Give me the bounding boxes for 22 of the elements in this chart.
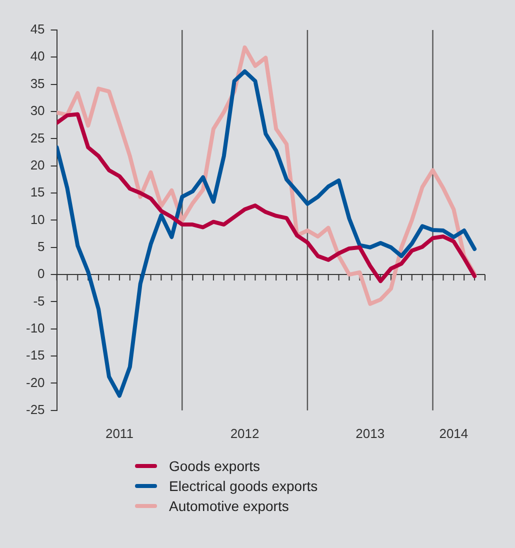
y-tick-label: 30 (30, 103, 45, 118)
y-tick-label: 20 (30, 157, 45, 172)
y-tick-label: 35 (30, 76, 45, 91)
y-tick-label: 45 (30, 22, 45, 37)
legend-label: Goods exports (169, 458, 260, 474)
x-tick-label: 2014 (439, 426, 468, 441)
y-tick-label: -20 (26, 374, 45, 390)
x-tick-label: 2013 (356, 426, 385, 441)
x-tick-label: 2011 (105, 426, 134, 441)
x-tick-label: 2012 (230, 426, 260, 441)
y-tick-label: 0 (38, 266, 45, 282)
y-tick-label: 40 (30, 48, 45, 64)
legend-label: Electrical goods exports (169, 478, 318, 494)
legend-label: Automotive exports (169, 498, 289, 514)
y-tick-label: 10 (30, 212, 45, 227)
y-tick-label: 5 (38, 238, 45, 254)
y-tick-label: -25 (26, 402, 45, 417)
y-tick-label: -15 (26, 348, 45, 363)
y-tick-label: 25 (30, 130, 45, 146)
y-tick-label: 15 (30, 184, 45, 200)
y-tick-label: -10 (26, 320, 45, 336)
y-tick-label: -5 (33, 293, 45, 308)
